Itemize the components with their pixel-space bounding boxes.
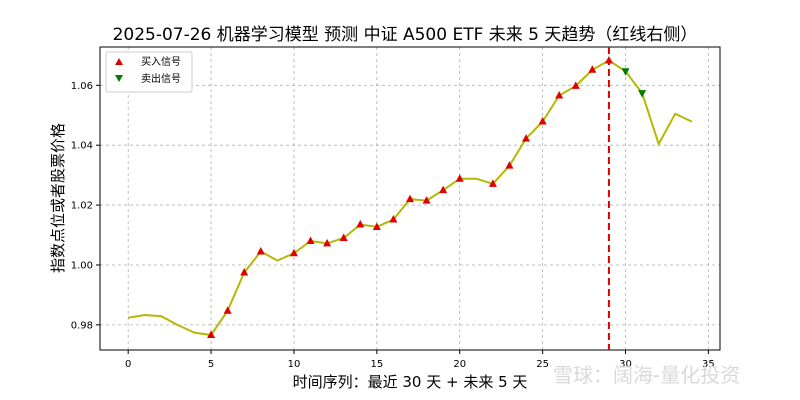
buy-signal-marker	[339, 233, 348, 242]
buy-signal-marker	[555, 91, 564, 99]
buy-signal-marker	[372, 222, 381, 230]
x-tick-label: 15	[370, 359, 383, 370]
sell-signal-marker	[621, 68, 630, 76]
plot-area-frame	[99, 46, 721, 351]
buy-signal-marker	[306, 236, 315, 245]
buy-signal-marker	[207, 330, 216, 339]
buy-signal-marker	[289, 248, 298, 257]
y-axis-ticks: 0.98 1.00 1.02 1.04 1.06	[71, 81, 100, 331]
x-tick-label: 10	[288, 359, 301, 370]
buy-signal-marker	[538, 117, 547, 125]
legend-sell-label: 卖出信号	[141, 72, 181, 85]
buy-signal-marker	[256, 246, 265, 255]
grid	[100, 47, 720, 350]
legend-buy-marker	[115, 58, 123, 65]
legend: 买入信号 卖出信号	[105, 51, 193, 93]
buy-signal-marker	[571, 81, 580, 89]
buy-signal-marker	[604, 55, 613, 64]
buy-signal-marker	[406, 194, 414, 203]
y-tick-label: 1.06	[71, 81, 93, 92]
buy-signal-marker	[522, 134, 531, 142]
buy-signal-marker	[389, 214, 398, 223]
y-tick-label: 1.04	[71, 141, 93, 152]
x-tick-label: 5	[208, 359, 214, 370]
buy-signal-marker	[356, 220, 365, 228]
sell-signal-marker	[638, 90, 647, 98]
y-tick-label: 1.02	[71, 201, 93, 212]
buy-signal-marker	[505, 161, 514, 169]
buy-signal-marker	[240, 267, 249, 276]
y-axis-label: 指数点位或者股票价格	[49, 123, 67, 273]
buy-signal-marker	[488, 179, 497, 187]
buy-signal-markers	[207, 55, 613, 339]
buy-signal-marker	[422, 196, 431, 204]
legend-buy-label: 买入信号	[141, 56, 181, 68]
buy-signal-marker	[323, 238, 332, 247]
x-axis-ticks: 0 5 10 15 20 25 30 35	[125, 350, 715, 370]
watermark: 雪球：阔海-量化投资	[553, 363, 740, 387]
buy-signal-marker	[439, 185, 448, 194]
x-tick-label: 20	[453, 359, 466, 370]
x-tick-label: 25	[536, 359, 549, 370]
y-tick-label: 1.00	[71, 260, 93, 271]
x-tick-label: 35	[702, 359, 715, 370]
buy-signal-marker	[588, 65, 597, 73]
x-tick-label: 0	[125, 359, 131, 370]
chart-title: 2025-07-26 机器学习模型 预测 中证 A500 ETF 未来 5 天趋…	[113, 25, 698, 45]
buy-signal-marker	[455, 174, 464, 182]
buy-signal-marker	[223, 306, 232, 314]
x-axis-label: 时间序列：最近 30 天 + 未来 5 天	[293, 373, 528, 391]
sell-signal-markers	[621, 68, 647, 98]
y-tick-label: 0.98	[71, 320, 93, 331]
x-tick-label: 30	[619, 359, 632, 370]
legend-box	[105, 51, 193, 93]
legend-sell-marker	[115, 75, 123, 82]
